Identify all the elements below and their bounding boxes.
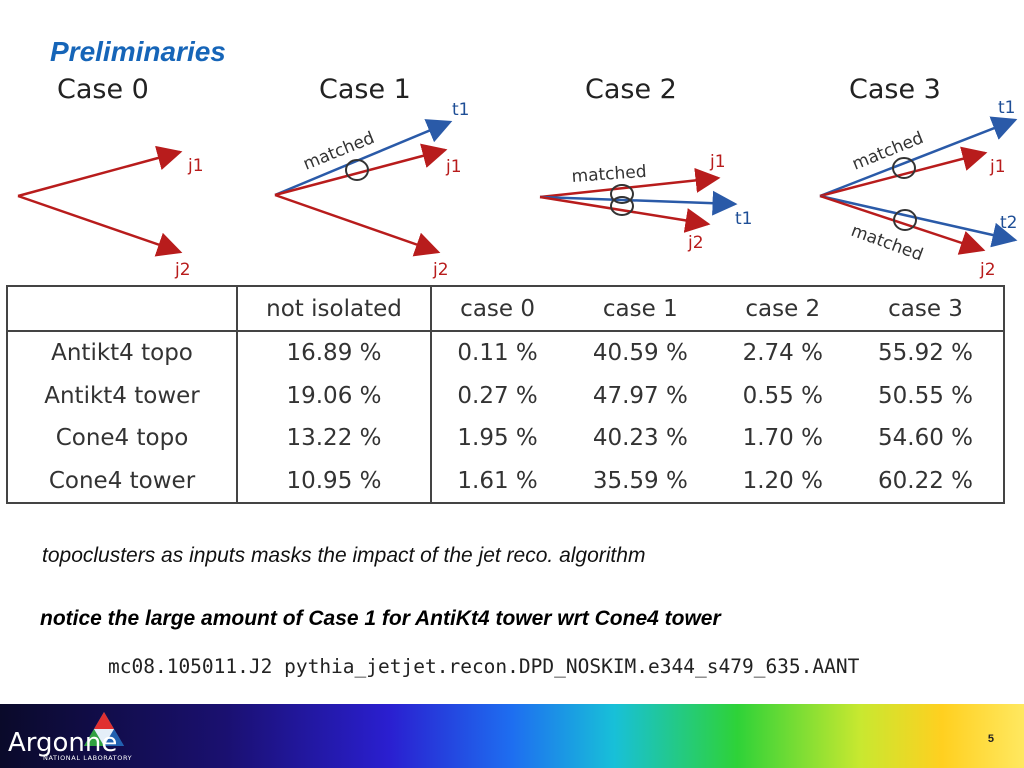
case-1-j2-label: j2	[432, 260, 449, 280]
case-3-t2-arrow	[819, 194, 1018, 248]
table-cell: 16.89 %	[237, 331, 432, 375]
case-2-j2-arrow	[539, 195, 711, 233]
table-cell: 40.23 %	[592, 425, 688, 452]
case-diagrams: j1 j2 matched t1 j1 j2 matched j1 t1 j2 …	[17, 98, 1018, 280]
table-cell: 1.20 %	[742, 467, 823, 494]
case-1-j1-arrow	[274, 143, 448, 197]
table-header-cell: case 0	[431, 286, 564, 332]
logo-wordmark: Argonne	[8, 728, 118, 758]
table-header-cell	[7, 286, 238, 332]
case-2-j1-label: j1	[709, 152, 726, 172]
note-topoclusters: topoclusters as inputs masks the impact …	[42, 544, 646, 567]
case-1-match-circle	[345, 159, 369, 181]
case-1-diagram: matched t1 j1 j2	[274, 100, 469, 280]
results-table: not isolated case 0 case 1 case 2 case 3…	[6, 285, 1005, 504]
case-1-label: Case 1	[319, 74, 411, 105]
table-cell: 13.22 %	[237, 416, 432, 460]
case-1-j2-arrow	[274, 193, 441, 257]
note-case1-emphasis: notice the large amount of Case 1 for An…	[40, 607, 721, 630]
table-cell: 54.60 %	[878, 425, 974, 452]
table-cell: 0.27 %	[457, 382, 538, 409]
table-cell: 0.11 %	[457, 340, 538, 367]
case-2-j2-label: j2	[687, 233, 704, 253]
case-0-j2-arrow	[17, 194, 183, 257]
table-row: Cone4 tower 10.95 % 1.61 % 35.59 % 1.20 …	[7, 459, 1004, 503]
case-0-j2-label: j2	[174, 260, 191, 280]
case-3-j2-label: j2	[979, 260, 996, 280]
case-3-t2-label: t2	[1000, 213, 1017, 233]
case-0-diagram: j1 j2	[17, 145, 204, 280]
case-3-label: Case 3	[849, 74, 941, 105]
case-3-match-circle-top	[892, 157, 916, 179]
case-3-match-circle-bottom	[893, 209, 917, 231]
table-cell: 35.59 %	[592, 467, 688, 494]
table-cell: 0.55 %	[742, 382, 823, 409]
case-3-j2-arrow	[819, 194, 986, 255]
case-0-label: Case 0	[57, 74, 149, 105]
table-cell: 1.95 %	[457, 425, 538, 452]
case-0-j1-arrow	[17, 145, 183, 198]
table-cell: 50.55 %	[878, 382, 974, 409]
table-cell: 10.95 %	[237, 459, 432, 503]
table-cell: 19.06 %	[237, 374, 432, 417]
table-row-label: Cone4 topo	[7, 416, 238, 460]
case-2-t1-arrow	[539, 190, 738, 216]
table-cell: 2.74 %	[742, 340, 823, 367]
table-cell: 60.22 %	[878, 467, 974, 494]
case-3-t1-arrow	[819, 116, 1018, 198]
page-number: 5	[987, 733, 994, 745]
case-2-matched-label: matched	[571, 162, 647, 187]
case-3-diagram: matched matched t1 j1 t2 j2	[819, 98, 1018, 280]
case-3-j1-label: j1	[989, 157, 1006, 177]
table-cell: 55.92 %	[878, 340, 974, 367]
table-row-label: Cone4 tower	[7, 459, 238, 503]
table-row: Antikt4 topo 16.89 % 0.11 % 40.59 % 2.74…	[7, 331, 1004, 375]
table-cell: 1.61 %	[457, 467, 538, 494]
case-2-match-circle-bottom	[610, 196, 634, 216]
table-row: Cone4 topo 13.22 % 1.95 % 40.23 % 1.70 %…	[7, 416, 1004, 460]
table-header-cell: case 3	[848, 286, 1004, 332]
case-1-j1-label: j1	[445, 157, 462, 177]
case-3-j1-arrow	[819, 146, 988, 198]
table-header-cell: not isolated	[237, 286, 432, 332]
case-2-label: Case 2	[585, 74, 677, 105]
dataset-name: mc08.105011.J2 pythia_jetjet.recon.DPD_N…	[108, 655, 860, 678]
case-1-t1-label: t1	[452, 100, 469, 120]
footer-bar: Argonne NATIONAL LABORATORY 5	[0, 704, 1024, 768]
case-0-j1-label: j1	[187, 156, 204, 176]
case-1-t1-arrow	[274, 119, 453, 197]
case-3-t1-label: t1	[998, 98, 1015, 118]
table-cell: 40.59 %	[592, 340, 688, 367]
table-cell: 1.70 %	[742, 425, 823, 452]
case-2-diagram: matched j1 t1 j2	[539, 152, 752, 253]
table-header-cell: case 2	[717, 286, 849, 332]
table-row: Antikt4 tower 19.06 % 0.27 % 47.97 % 0.5…	[7, 374, 1004, 417]
argonne-triangle-logo-icon	[84, 712, 124, 746]
slide-title: Preliminaries	[50, 36, 226, 67]
table-cell: 47.97 %	[592, 382, 688, 409]
table-header-cell: case 1	[563, 286, 718, 332]
table-row-label: Antikt4 topo	[7, 331, 238, 375]
case-2-t1-label: t1	[735, 209, 752, 229]
table-row-label: Antikt4 tower	[7, 374, 238, 417]
logo-subtitle: NATIONAL LABORATORY	[43, 754, 133, 762]
case-2-match-circle-top	[610, 184, 634, 204]
table-header-row: not isolated case 0 case 1 case 2 case 3	[7, 286, 1004, 332]
